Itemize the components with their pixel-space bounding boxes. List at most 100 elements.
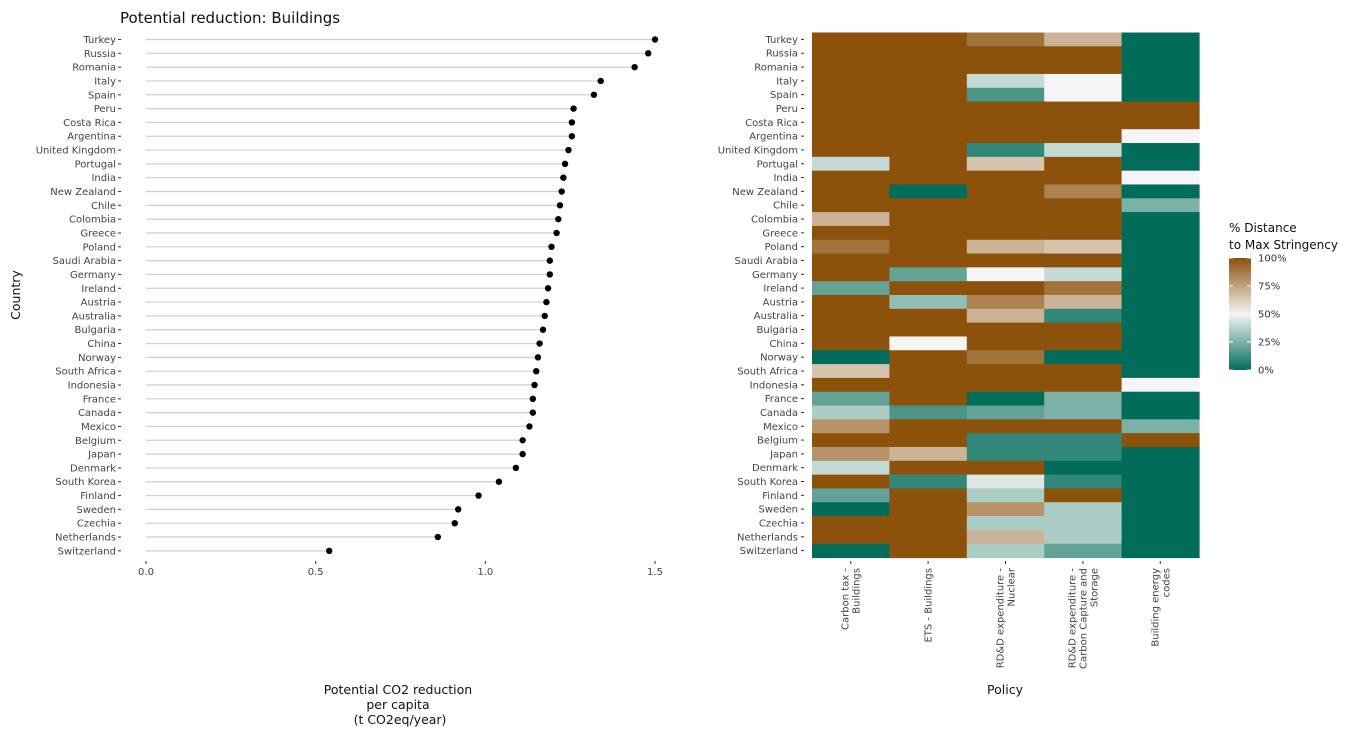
heatmap-cell [812, 156, 890, 172]
y-tick-label: Sweden [76, 505, 116, 516]
y-tick-label: Poland [83, 242, 116, 253]
heatmap-y-tick-label: Japan [769, 449, 798, 460]
y-tick-label: Chile [91, 201, 116, 212]
heatmap-cell [889, 225, 968, 241]
heatmap-y-tick-label: Colombia [751, 215, 798, 226]
heatmap-cell [889, 488, 968, 503]
x-tick-label: 1.0 [477, 567, 493, 578]
heatmap-cell [1044, 474, 1123, 490]
heatmap-y-tick-label: Czechia [759, 518, 798, 529]
heatmap-y-tick-label: South Korea [737, 477, 798, 488]
heatmap-x-tick-label-line: Buildings [852, 568, 863, 614]
heatmap-cell [1044, 460, 1123, 476]
heatmap-cell [1121, 336, 1200, 351]
data-point [512, 464, 520, 472]
legend-label: 75% [1258, 282, 1280, 293]
heatmap-y-tick-label: Bulgaria [757, 325, 798, 336]
heatmap-cell [1044, 364, 1123, 379]
heatmap-cell [812, 350, 890, 365]
heatmap-y-tick-label: Finland [762, 491, 798, 502]
heatmap-cell [889, 460, 968, 476]
y-tick-label: France [83, 394, 116, 405]
data-point [568, 133, 576, 140]
legend-labels: 100% 75% 50% 25% 0% [1229, 254, 1287, 377]
heatmap-y-tick-label: Saudi Arabia [735, 256, 798, 267]
heatmap-y-tick-label: France [765, 394, 798, 405]
heatmap-x-tick-label: RD&D expenditure - Carbon Capture and Stor… [1067, 568, 1100, 669]
heatmap-cell [1121, 198, 1200, 213]
heatmap-cell [889, 212, 968, 227]
heatmap-y-tick-label: United Kingdom [718, 145, 798, 156]
heatmap-cell [889, 322, 968, 338]
heatmap-chart: Turkey Russia Romania Italy Spain Peru Costa R… [718, 32, 1200, 697]
heatmap-cell [1044, 115, 1123, 130]
heatmap-x-tick-label-line: Carbon tax - [841, 568, 852, 630]
heatmap-y-tick-label: New Zealand [732, 187, 798, 198]
heatmap-y-tick-label: China [769, 339, 798, 350]
heatmap-y-tick-labels: Turkey Russia Romania Italy Spain Peru Costa R… [718, 35, 804, 557]
heatmap-cell [1044, 433, 1123, 448]
heatmap-cell [889, 529, 968, 545]
heatmap-cell [966, 32, 1045, 47]
heatmap-cell [1121, 308, 1200, 324]
heatmap-cell [812, 46, 890, 61]
y-tick-label: Indonesia [68, 381, 116, 392]
data-point [556, 202, 564, 209]
heatmap-cell [966, 474, 1045, 490]
heatmap-cell [1121, 488, 1200, 503]
heatmap-x-tick-label-line: Carbon Capture and [1078, 568, 1089, 669]
heatmap-y-tick-label: Mexico [763, 422, 798, 433]
heatmap-cell [1121, 46, 1200, 61]
x-tick-labels: 0.0 0.5 1.0 1.5 [138, 561, 663, 578]
heatmap-y-tick-label: South Africa [737, 366, 798, 377]
heatmap-cell [966, 73, 1045, 89]
heatmap-cell [889, 239, 968, 255]
heatmap-cell [966, 419, 1045, 434]
data-point [544, 285, 552, 292]
heatmap-cell [812, 488, 890, 503]
data-point [555, 215, 562, 223]
heatmap-cell [889, 87, 968, 103]
data-point [546, 257, 554, 264]
heatmap-cell [889, 281, 968, 296]
heatmap-y-tick-label: Romania [754, 63, 798, 74]
heatmap-cell [1121, 433, 1200, 448]
data-point [560, 174, 567, 181]
heatmap-cell [812, 377, 890, 393]
data-point [597, 77, 604, 85]
y-tick-label: India [91, 173, 116, 184]
heatmap-y-tick-label: India [773, 173, 798, 184]
legend-label: 25% [1258, 338, 1280, 349]
heatmap-cell [1044, 336, 1123, 351]
chart-title: Potential reduction: Buildings [120, 9, 340, 27]
heatmap-cell [1044, 73, 1123, 89]
heatmap-y-tick-label: Costa Rica [745, 118, 798, 129]
heatmap-cell [966, 516, 1045, 531]
data-point [651, 36, 659, 43]
heatmap-cell [1121, 239, 1200, 255]
heatmap-cell [812, 239, 890, 255]
y-tick-label: China [87, 339, 116, 350]
heatmap-y-tick-label: Ireland [763, 284, 798, 295]
heatmap-y-tick-label: Spain [770, 90, 798, 101]
heatmap-cell [1044, 212, 1123, 227]
heatmap-cell [966, 267, 1045, 282]
heatmap-cell [889, 364, 968, 379]
heatmap-x-tick-label: Carbon tax - Buildings [841, 568, 863, 630]
heatmap-cell [1044, 184, 1123, 199]
heatmap-cell [1121, 253, 1200, 268]
y-tick-label: Netherlands [55, 533, 116, 544]
data-point [561, 160, 569, 168]
heatmap-cell [1121, 516, 1200, 531]
heatmap-cell [889, 198, 968, 213]
heatmap-cell [1044, 87, 1123, 103]
data-point [475, 492, 482, 499]
heatmap-cell [1121, 115, 1200, 130]
heatmap-cell [889, 295, 968, 310]
heatmap-cell [812, 115, 890, 130]
heatmap-x-tick-label-line: RD&D expenditure - [1067, 568, 1078, 669]
heatmap-cell [1121, 543, 1200, 559]
heatmap-cell [1121, 170, 1200, 186]
heatmap-cell [1044, 295, 1123, 310]
